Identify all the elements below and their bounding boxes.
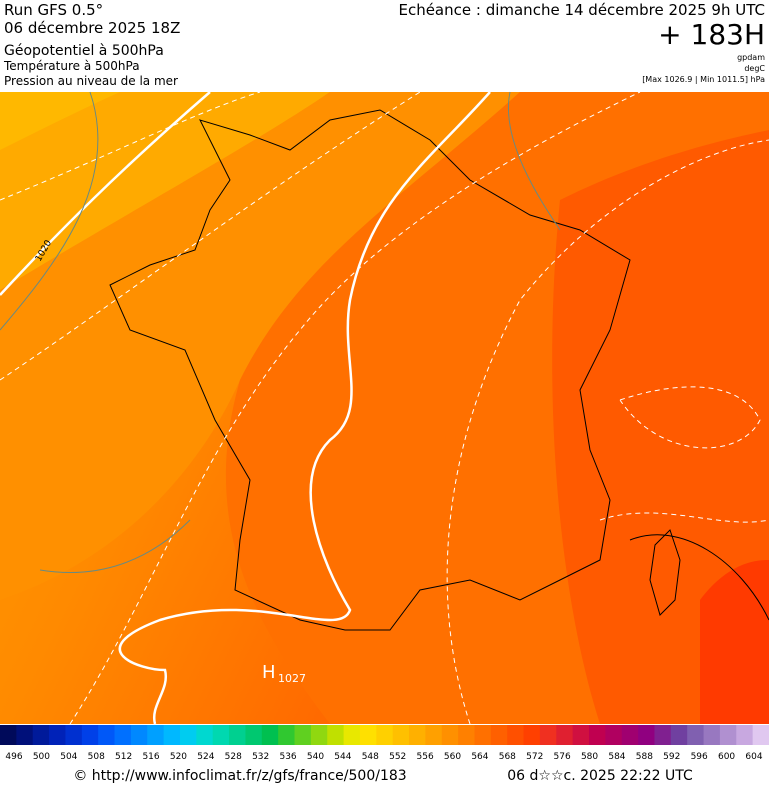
scale-swatch	[278, 725, 296, 745]
scale-swatch	[130, 725, 148, 745]
scale-label: 496	[5, 752, 22, 762]
scale-label: 520	[170, 752, 187, 762]
scale-swatch	[147, 725, 165, 745]
scale-swatch	[81, 725, 99, 745]
scale-label: 524	[197, 752, 214, 762]
scale-swatch	[752, 725, 769, 745]
scale-swatch	[376, 725, 394, 745]
scale-label: 548	[362, 752, 379, 762]
scale-swatch	[196, 725, 214, 745]
scale-label: 584	[608, 752, 625, 762]
scale-swatch	[703, 725, 721, 745]
scale-swatch	[392, 725, 410, 745]
scale-swatch	[16, 725, 34, 745]
scale-swatch	[49, 725, 66, 745]
scale-swatch	[736, 725, 754, 745]
scale-label: 592	[663, 752, 680, 762]
scale-swatch	[589, 725, 606, 745]
source-url: © http://www.infoclimat.fr/z/gfs/france/…	[73, 768, 406, 784]
scale-label: 532	[252, 752, 269, 762]
scale-label: 544	[334, 752, 351, 762]
scale-label: 552	[389, 752, 406, 762]
scale-label: 556	[417, 752, 434, 762]
scale-swatch	[245, 725, 263, 745]
unit: degC	[744, 64, 765, 73]
scale-swatch	[441, 725, 459, 745]
scale-swatch	[114, 725, 132, 745]
scale-swatch	[687, 725, 705, 745]
scale-swatch	[719, 725, 737, 745]
scale-swatch	[621, 725, 639, 745]
scale-swatch	[539, 725, 557, 745]
scale-swatch	[474, 725, 492, 745]
scale-swatch	[638, 725, 655, 745]
scale-label: 568	[499, 752, 516, 762]
scale-swatch	[343, 725, 361, 745]
field: Température à 500hPa	[3, 59, 140, 73]
scale-swatch	[163, 725, 181, 745]
scale-swatch	[179, 725, 197, 745]
valid-time: Echéance : dimanche 14 décembre 2025 9h …	[398, 1, 765, 19]
scale-label: 540	[307, 752, 324, 762]
scale-label: 572	[526, 752, 543, 762]
scale-swatch	[572, 725, 590, 745]
scale-swatch	[409, 725, 426, 745]
scale-swatch	[0, 725, 17, 745]
scale-label: 596	[691, 752, 708, 762]
scale-swatch	[605, 725, 623, 745]
scale-swatch	[310, 725, 328, 745]
run: Run GFS 0.5°	[4, 1, 103, 19]
scale-label: 604	[745, 752, 762, 762]
scale-label: 600	[718, 752, 735, 762]
scale-label: 528	[225, 752, 242, 762]
scale-label: 588	[636, 752, 653, 762]
scale-label: 500	[33, 752, 50, 762]
scale-label: 564	[471, 752, 488, 762]
generated-time: 06 d☆☆c. 2025 22:22 UTC	[507, 768, 693, 784]
high-value: 1027	[278, 672, 306, 685]
field: Géopotentiel à 500hPa	[4, 43, 164, 59]
scale-swatch	[327, 725, 345, 745]
scale-swatch	[65, 725, 83, 745]
scale-swatch	[98, 725, 116, 745]
scale-swatch	[670, 725, 688, 745]
scale-label: 576	[554, 752, 571, 762]
scale-swatch	[229, 725, 246, 745]
scale-swatch	[523, 725, 541, 745]
scale-label: 536	[279, 752, 296, 762]
field: Pression au niveau de la mer	[4, 74, 178, 88]
lead-time: + 183H	[658, 18, 765, 51]
scale-swatch	[294, 725, 312, 745]
pressure-range: [Max 1026.9 | Min 1011.5] hPa	[642, 75, 765, 84]
scale-swatch	[654, 725, 672, 745]
scale-label: 580	[581, 752, 598, 762]
scale-label: 508	[88, 752, 105, 762]
scale-swatch	[556, 725, 574, 745]
scale-swatch	[32, 725, 50, 745]
scale-swatch	[458, 725, 475, 745]
high-letter: H	[262, 662, 276, 683]
scale-label: 504	[60, 752, 77, 762]
color-scale: 496 500 504 508 512 516 520 524 528 532 536 540 544 5…	[0, 725, 769, 762]
scale-swatch	[212, 725, 230, 745]
scale-swatch	[261, 725, 279, 745]
scale-swatch	[425, 725, 443, 745]
scale-swatch	[490, 725, 508, 745]
scale-swatch	[507, 725, 525, 745]
scale-label: 560	[444, 752, 461, 762]
scale-label: 512	[115, 752, 132, 762]
map	[0, 91, 769, 725]
run-date: 06 décembre 2025 18Z	[4, 19, 180, 37]
scale-swatch	[359, 725, 377, 745]
unit: gpdam	[737, 53, 765, 62]
scale-label: 516	[142, 752, 159, 762]
